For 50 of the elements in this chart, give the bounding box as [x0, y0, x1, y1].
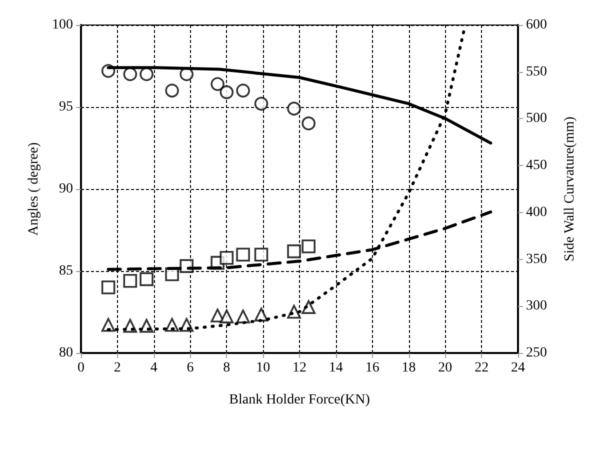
y2-tick-label: 300 — [526, 298, 547, 314]
point — [220, 310, 234, 324]
point — [210, 308, 224, 322]
x-tick-label: 22 — [474, 360, 489, 376]
point — [210, 77, 224, 91]
y2-tick-label: 250 — [526, 346, 547, 360]
x-tick-label: 4 — [150, 360, 158, 376]
point — [254, 96, 268, 111]
x-tick-label: 20 — [438, 360, 452, 376]
point — [123, 67, 138, 82]
y-tick-label: 100 — [52, 18, 73, 32]
y-tick-label: 95 — [59, 100, 73, 114]
x-tick-label: 18 — [402, 360, 416, 376]
y-tick-label: 80 — [59, 346, 73, 360]
x-tick-label: 12 — [292, 360, 306, 376]
y2-tick-label: 400 — [526, 204, 547, 220]
point — [236, 248, 250, 262]
y2-tick-label: 450 — [526, 158, 547, 174]
x-tick-label: 14 — [328, 360, 343, 376]
x-axis-title: Blank Holder Force(KN) — [229, 392, 370, 408]
x-tick-label: 0 — [78, 360, 84, 376]
point — [220, 85, 234, 100]
point — [220, 250, 234, 265]
y-axis-title: Angles ( degree) — [26, 142, 42, 236]
x-tick-label: 8 — [223, 360, 230, 376]
point — [254, 248, 268, 262]
point — [254, 308, 268, 322]
point — [101, 280, 116, 294]
y2-tick-label: 600 — [526, 18, 547, 32]
y2-tick-label: 350 — [526, 252, 547, 267]
point — [287, 244, 301, 258]
y2-axis-title: Side Wall Curvature(mm) — [562, 116, 578, 262]
point — [236, 84, 250, 98]
point — [123, 274, 138, 288]
y2-tick-label: 550 — [526, 64, 547, 80]
point — [302, 240, 316, 254]
y-tick-label: 90 — [59, 182, 73, 196]
point — [140, 272, 154, 286]
x-tick-label: 24 — [511, 360, 525, 376]
x-tick-label: 6 — [186, 360, 194, 376]
point — [165, 84, 179, 98]
x-tick-label: 10 — [256, 360, 270, 376]
y2-tick-label: 500 — [526, 111, 547, 126]
point — [302, 300, 316, 314]
point — [302, 116, 316, 130]
y-tick-label: 85 — [59, 264, 73, 278]
point — [287, 102, 301, 116]
x-tick-label: 16 — [365, 360, 380, 376]
x-tick-label: 2 — [114, 360, 121, 376]
point — [236, 310, 250, 324]
